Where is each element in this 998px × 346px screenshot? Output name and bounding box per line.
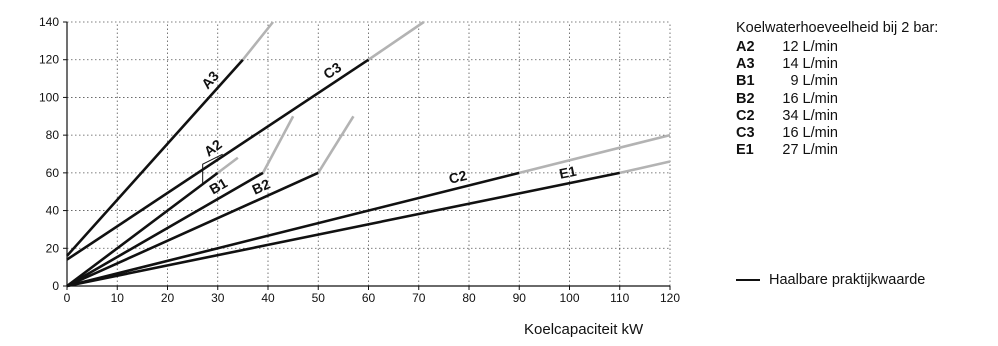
- y-tick-label: 20: [46, 241, 60, 255]
- flow-rate-row: E1 27 L/min: [736, 142, 938, 159]
- x-tick-label: 30: [211, 291, 225, 305]
- x-tick-label: 10: [111, 291, 125, 305]
- flow-rate-row: B2 16 L/min: [736, 91, 938, 108]
- flow-rate-value: 16 L/min: [782, 90, 838, 107]
- y-tick-label: 120: [39, 53, 59, 67]
- x-tick-label: 110: [610, 291, 629, 305]
- tick-labels: 0 10 20 30 40 50 60 70 80 90 100 110 120 0 20 40 60 80 100…: [39, 15, 680, 305]
- x-tick-label: 120: [660, 291, 680, 305]
- legend-line-swatch: [736, 279, 760, 281]
- flow-rate-row: C2 34 L/min: [736, 108, 938, 125]
- y-tick-label: 40: [46, 204, 60, 218]
- flow-rate-code: C3: [736, 125, 755, 142]
- flow-rate-panel: Koelwaterhoeveelheid bij 2 bar: A2 12 L/m…: [736, 20, 938, 159]
- series-line-practical-c3: [66, 58, 370, 261]
- flow-rate-code: A3: [736, 56, 755, 73]
- series-line-theoretical-b2: [317, 115, 355, 174]
- flow-rate-value: 14 L/min: [782, 56, 838, 73]
- flow-rate-code: E1: [736, 142, 754, 159]
- y-tick-label: 80: [46, 128, 60, 142]
- series-label-b2: B2: [250, 176, 273, 198]
- flow-rate-code: A2: [736, 39, 755, 56]
- series-line-practical-a2: [66, 171, 219, 288]
- panel-title: Koelwaterhoeveelheid bij 2 bar:: [736, 20, 939, 36]
- y-tick-label: 100: [39, 90, 59, 104]
- cooling-capacity-chart: 0 10 20 30 40 50 60 70 80 90 100 110 120 0 20 40 60 80 100…: [39, 15, 680, 305]
- series-line-practical-b1: [66, 171, 264, 288]
- series-label-leader-a2: [202, 153, 223, 185]
- x-tick-label: 70: [412, 291, 426, 305]
- legend: Haalbare praktijkwaarde: [736, 272, 925, 288]
- series-line-theoretical-a2: [216, 156, 239, 174]
- series-line-theoretical-a3: [241, 21, 275, 61]
- series-line-theoretical-e1: [619, 160, 671, 175]
- series-label-c2: C2: [447, 167, 468, 187]
- series-line-theoretical-c3: [367, 20, 425, 61]
- x-tick-label: 0: [64, 291, 71, 305]
- series-line-practical-c2: [66, 171, 520, 288]
- series-line-theoretical-b1: [261, 115, 295, 174]
- series-label-e1: E1: [558, 163, 578, 182]
- series-line-practical-a3: [66, 58, 244, 257]
- flow-rate-value: 16 L/min: [782, 125, 838, 142]
- flow-rate-row: B1 9 L/min: [736, 73, 938, 90]
- flow-rate-row: C3 16 L/min: [736, 125, 938, 142]
- x-tick-label: 20: [161, 291, 175, 305]
- flow-rate-value: 9 L/min: [790, 73, 838, 90]
- flow-rate-code: B1: [736, 73, 755, 90]
- series-line-practical-b2: [66, 171, 319, 288]
- flow-rate-list: A2 12 L/min A3 14 L/min B1 9 L/min B2 16 L/min C…: [736, 39, 938, 159]
- series-line-practical-e1: [66, 171, 621, 288]
- x-tick-label: 100: [559, 291, 579, 305]
- x-tick-label: 40: [261, 291, 275, 305]
- flow-rate-row: A3 14 L/min: [736, 56, 938, 73]
- x-axis-title: Koelcapaciteit kW: [524, 321, 644, 338]
- flow-rate-row: A2 12 L/min: [736, 39, 938, 56]
- x-tick-label: 90: [513, 291, 527, 305]
- series-lines: [66, 20, 671, 288]
- y-tick-label: 60: [46, 166, 60, 180]
- x-tick-label: 80: [462, 291, 476, 305]
- axes: [63, 21, 671, 290]
- flow-rate-value: 12 L/min: [782, 39, 838, 56]
- series-label-b1: B1: [207, 174, 231, 197]
- y-tick-label: 140: [39, 15, 59, 29]
- flow-rate-code: B2: [736, 90, 755, 107]
- flow-rate-value: 34 L/min: [782, 107, 838, 124]
- x-tick-label: 50: [312, 291, 326, 305]
- legend-label: Haalbare praktijkwaarde: [769, 272, 926, 288]
- flow-rate-code: C2: [736, 107, 755, 124]
- x-tick-label: 60: [362, 291, 376, 305]
- y-tick-label: 0: [52, 279, 59, 293]
- series-line-theoretical-c2: [518, 133, 671, 175]
- flow-rate-value: 27 L/min: [782, 142, 838, 159]
